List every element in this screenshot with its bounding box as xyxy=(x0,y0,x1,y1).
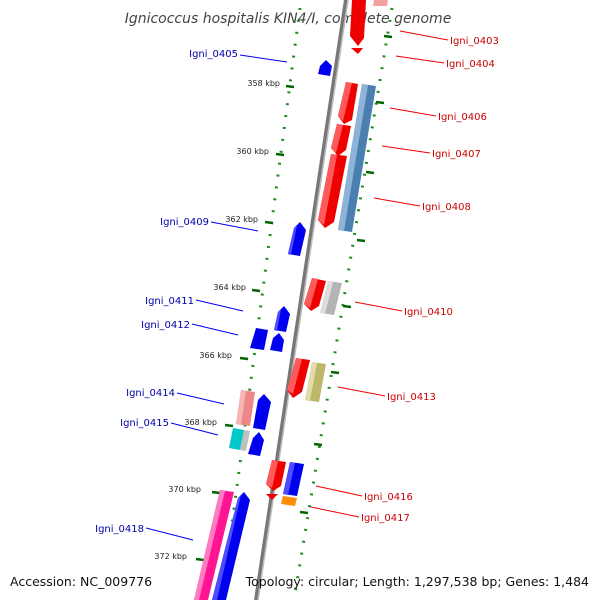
gene-0412-arrow[interactable] xyxy=(250,328,284,352)
gene-0407-arrow[interactable] xyxy=(331,124,351,156)
gene-0413-arrow[interactable] xyxy=(287,358,310,398)
tick-label-364: 364 kbp xyxy=(213,283,246,292)
gene-label-0417[interactable]: Igni_0417 xyxy=(361,513,410,524)
tick-360: 360 kbp xyxy=(236,147,285,157)
genome-backbone-highlight xyxy=(257,0,349,600)
gene-0416-arrow[interactable] xyxy=(266,460,286,500)
gene-label-0406[interactable]: Igni_0406 xyxy=(438,112,487,123)
callout-0413: Igni_0413 xyxy=(337,386,436,403)
callout-0410: Igni_0410 xyxy=(354,301,453,318)
callout-0414: Igni_0414 xyxy=(126,388,225,405)
grey-gene-block[interactable] xyxy=(320,281,342,315)
callout-0403: Igni_0403 xyxy=(399,30,499,47)
callout-0416: Igni_0416 xyxy=(315,485,413,503)
gene-label-0410[interactable]: Igni_0410 xyxy=(404,307,453,318)
gene-0410-arrow[interactable] xyxy=(304,278,326,311)
tick-362: 362 kbp xyxy=(225,215,274,225)
callout-0407: Igni_0407 xyxy=(381,145,481,160)
inner-guide-line xyxy=(220,7,302,600)
callout-0417: Igni_0417 xyxy=(310,506,410,524)
tick-358: 358 kbp xyxy=(247,79,295,89)
tick-366: 366 kbp xyxy=(199,351,249,361)
gene-label-0405[interactable]: Igni_0405 xyxy=(189,49,238,60)
gene-0414-block[interactable] xyxy=(236,390,271,430)
tick-372: 372 kbp xyxy=(154,552,205,562)
callout-0412: Igni_0412 xyxy=(141,320,239,336)
gene-label-0413[interactable]: Igni_0413 xyxy=(387,392,436,403)
gene-label-0411[interactable]: Igni_0411 xyxy=(145,296,194,307)
outer-guide-line xyxy=(292,7,394,600)
gene-0418-block[interactable] xyxy=(194,490,250,600)
gene-label-0408[interactable]: Igni_0408 xyxy=(422,202,471,213)
tick-label-358: 358 kbp xyxy=(247,79,280,88)
tick-label-370: 370 kbp xyxy=(168,485,201,494)
callout-0415: Igni_0415 xyxy=(120,418,219,436)
callout-0411: Igni_0411 xyxy=(145,296,244,312)
tick-label-368: 368 kbp xyxy=(184,418,217,427)
tick-label-362: 362 kbp xyxy=(225,215,258,224)
gene-label-0407[interactable]: Igni_0407 xyxy=(432,149,481,160)
gene-0411-arrow[interactable] xyxy=(274,306,290,332)
tick-label-366: 366 kbp xyxy=(199,351,232,360)
gene-0408-arrow[interactable] xyxy=(318,154,347,228)
outer-minor-ticks xyxy=(299,34,393,515)
olive-gene-block[interactable] xyxy=(305,362,326,402)
steel-gene-block[interactable] xyxy=(338,84,376,232)
gene-label-0414[interactable]: Igni_0414 xyxy=(126,388,175,399)
genome-summary-text: Topology: circular; Length: 1,297,538 bp… xyxy=(245,574,589,589)
gene-0415-block[interactable] xyxy=(229,428,264,456)
callout-0409: Igni_0409 xyxy=(160,217,259,232)
gene-0405-arrow[interactable] xyxy=(318,60,332,76)
accession-text: Accession: NC_009776 xyxy=(10,574,152,589)
gene-label-0415[interactable]: Igni_0415 xyxy=(120,418,169,429)
gene-label-0416[interactable]: Igni_0416 xyxy=(364,492,413,503)
genome-backbone xyxy=(254,0,348,600)
callout-0408: Igni_0408 xyxy=(373,197,471,213)
gene-0406-arrow[interactable] xyxy=(338,82,358,124)
callout-0405: Igni_0405 xyxy=(189,49,288,63)
callout-0404: Igni_0404 xyxy=(395,55,495,70)
tick-368: 368 kbp xyxy=(184,418,234,428)
gene-label-0403[interactable]: Igni_0403 xyxy=(450,36,499,47)
gene-0403-arrow[interactable] xyxy=(350,0,388,54)
gene-label-0404[interactable]: Igni_0404 xyxy=(446,59,495,70)
gene-label-0409[interactable]: Igni_0409 xyxy=(160,217,209,228)
callout-0418: Igni_0418 xyxy=(95,524,194,541)
tick-370: 370 kbp xyxy=(168,485,221,495)
callout-0406: Igni_0406 xyxy=(389,107,487,123)
gene-label-0412[interactable]: Igni_0412 xyxy=(141,320,190,331)
map-title: Ignicoccus hospitalis KIN4/I, complete g… xyxy=(125,11,452,27)
tick-label-360: 360 kbp xyxy=(236,147,269,156)
gene-label-0418[interactable]: Igni_0418 xyxy=(95,524,144,535)
gene-0409-arrow[interactable] xyxy=(288,222,306,256)
tick-label-372: 372 kbp xyxy=(154,552,187,561)
tick-364: 364 kbp xyxy=(213,283,261,293)
gene-0417-block[interactable] xyxy=(281,462,304,506)
